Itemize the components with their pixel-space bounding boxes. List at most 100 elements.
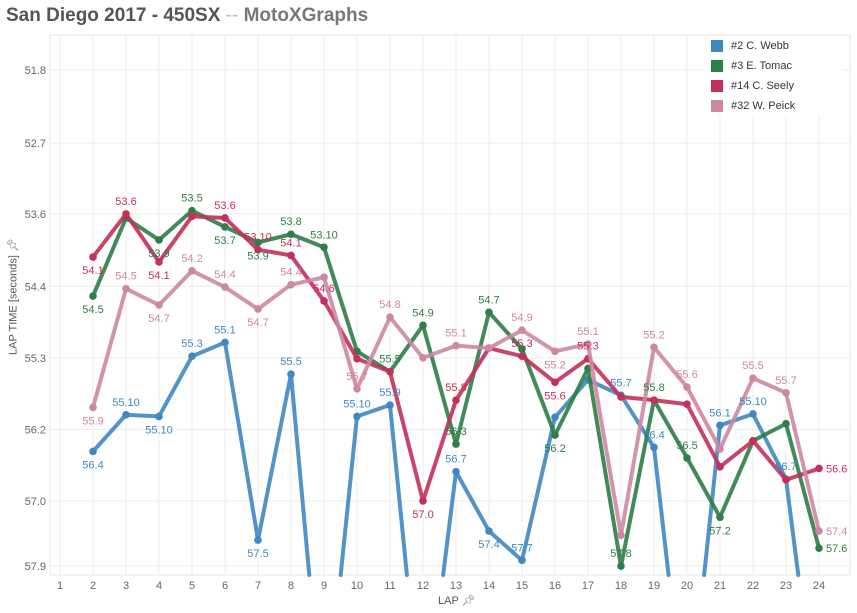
legend-item[interactable]: #14 C. Seely — [705, 76, 843, 96]
series--32-w-peick-data-label: 55.2 — [643, 329, 664, 341]
series--3-e-tomac-point — [188, 206, 196, 215]
series--32-w-peick-data-label: 55.7 — [775, 375, 796, 387]
series--32-w-peick-point — [155, 301, 163, 309]
series--14-c-seely-point — [386, 367, 394, 376]
series--32-w-peick-data-label: 54.5 — [115, 271, 136, 283]
series--32-w-peick-point — [782, 389, 790, 397]
series--2-c-webb-data-label: 56.4 — [643, 429, 664, 441]
x-tick-label: 3 — [123, 580, 129, 592]
title-separator: -- — [225, 5, 239, 26]
series--32-w-peick-data-label: 54.7 — [148, 313, 169, 325]
series--2-c-webb-data-label: 57.5 — [247, 548, 268, 560]
x-tick-label: 18 — [615, 580, 627, 592]
series--32-w-peick-data-label: 55.1 — [577, 326, 598, 338]
legend-label: #32 W. Peick — [731, 100, 796, 112]
x-tick-label: 6 — [222, 580, 228, 592]
series--32-w-peick-point — [815, 527, 823, 535]
y-tick-label: 55.3 — [25, 353, 46, 365]
series--14-c-seely-point — [353, 354, 361, 363]
series--32-w-peick-point — [386, 313, 394, 321]
series--2-c-webb-point — [287, 370, 295, 378]
series--3-e-tomac-data-label: 53.8 — [280, 216, 301, 228]
series--3-e-tomac-point — [782, 419, 790, 428]
x-tick-label: 16 — [549, 580, 561, 592]
series--32-w-peick-data-label: 55.5 — [742, 360, 763, 372]
series--2-c-webb-point — [155, 412, 163, 421]
series--14-c-seely-point — [188, 212, 196, 221]
series--32-w-peick-point — [122, 284, 130, 293]
series--32-w-peick-data-label: 54.4 — [280, 267, 301, 279]
x-tick-label: 1 — [57, 580, 63, 592]
series--14-c-seely-point — [551, 378, 559, 387]
legend-item[interactable]: #3 E. Tomac — [705, 56, 843, 76]
legend-item[interactable]: #2 C. Webb — [705, 36, 843, 56]
series--2-c-webb-data-label: 55.3 — [181, 338, 202, 350]
series--14-c-seely-point — [452, 396, 460, 404]
series--14-c-seely-data-label: 53.6 — [214, 200, 235, 212]
legend-swatch — [711, 80, 723, 92]
series--32-w-peick-point — [320, 273, 328, 282]
series--2-c-webb-point — [122, 410, 130, 419]
y-tick-label: 51.8 — [25, 65, 46, 77]
series--14-c-seely-data-label: 54.1 — [148, 270, 169, 282]
x-tick-label: 23 — [780, 580, 792, 592]
y-tick-label: 54.4 — [25, 281, 46, 293]
legend-label: #14 C. Seely — [731, 80, 794, 92]
series--2-c-webb-data-label: 56.7 — [775, 461, 796, 473]
series--14-c-seely-point — [287, 251, 295, 260]
series--32-w-peick-point — [287, 280, 295, 289]
series--32-w-peick-data-label: 54.9 — [511, 312, 532, 324]
series--3-e-tomac-point — [485, 308, 493, 317]
series--32-w-peick-data-label: 55.7 — [346, 371, 367, 383]
series--2-c-webb-point — [254, 536, 262, 544]
legend-item[interactable]: #32 W. Peick — [705, 96, 843, 116]
series--2-c-webb-point — [221, 338, 229, 347]
x-tick-label: 11 — [384, 580, 395, 592]
pin-icon[interactable]: 📌︎ — [461, 595, 476, 607]
series--2-c-webb-point — [551, 413, 559, 422]
x-tick-label: 12 — [417, 580, 429, 592]
title-event: San Diego 2017 - 450SX — [6, 5, 221, 26]
series--14-c-seely-point — [419, 497, 427, 505]
legend-swatch — [711, 40, 723, 52]
series--14-c-seely-data-label: 57.0 — [412, 509, 433, 521]
series--32-w-peick-point — [584, 340, 592, 348]
legend: #2 C. Webb #3 E. Tomac #14 C. Seely #32 W. … — [705, 36, 843, 116]
series--14-c-seely-point — [518, 352, 526, 361]
y-tick-label: 57.0 — [25, 496, 46, 508]
series--3-e-tomac-point — [617, 562, 625, 570]
x-tick-label: 2 — [90, 580, 96, 592]
series--3-e-tomac-point — [419, 321, 427, 330]
title-brand: MotoXGraphs — [243, 5, 369, 26]
series--14-c-seely-data-label: 55.6 — [544, 390, 565, 402]
series--32-w-peick-data-label: 55.2 — [544, 359, 565, 371]
series--3-e-tomac-point — [221, 223, 229, 231]
x-tick-label: 4 — [156, 580, 162, 592]
series--14-c-seely-point — [122, 210, 130, 218]
series--32-w-peick-point — [617, 531, 625, 539]
series--14-c-seely-data-label: 56.6 — [826, 463, 847, 475]
series--3-e-tomac-point — [320, 243, 328, 252]
series--14-c-seely-point — [617, 393, 625, 401]
series--32-w-peick-point — [221, 283, 229, 291]
series--3-e-tomac-data-label: 54.5 — [82, 304, 103, 316]
series--32-w-peick-point — [650, 343, 658, 352]
series--32-w-peick-point — [452, 341, 460, 350]
series--32-w-peick-point — [353, 384, 361, 393]
series--32-w-peick-line — [91, 268, 821, 538]
series--14-c-seely-point — [650, 396, 658, 404]
y-tick-label: 52.7 — [25, 138, 46, 150]
pin-icon[interactable]: 📌︎ — [7, 238, 20, 253]
series--2-c-webb-data-label: 55.9 — [379, 387, 400, 399]
series--2-c-webb-point — [650, 443, 658, 452]
series--3-e-tomac-data-label: 53.9 — [148, 248, 169, 260]
series--32-w-peick-data-label: 55.6 — [676, 369, 697, 381]
chart-title: San Diego 2017 - 450SX -- MotoXGraphs — [6, 5, 368, 27]
series--2-c-webb-point — [353, 412, 361, 421]
series--3-e-tomac-point — [287, 230, 295, 239]
x-tick-label: 19 — [648, 580, 660, 592]
series--2-c-webb-data-label: 55.7 — [610, 377, 631, 389]
x-tick-label: 14 — [483, 580, 495, 592]
series--32-w-peick-data-label: 54.4 — [214, 269, 235, 281]
